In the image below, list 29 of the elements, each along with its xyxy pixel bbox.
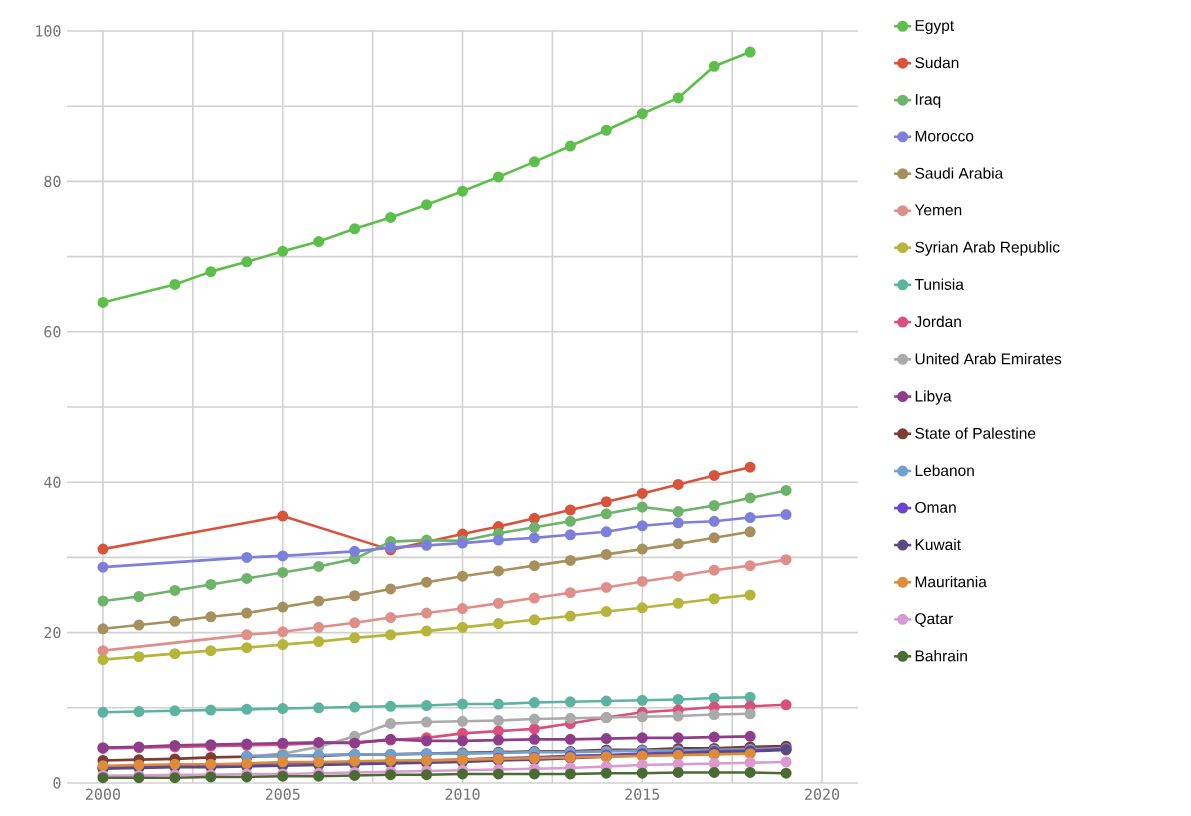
y-tick-label: 20 [44, 626, 61, 639]
legend-label: Mauritania [915, 575, 987, 588]
x-tick-label: 2000 [86, 788, 121, 800]
y-tick-label: 80 [44, 175, 61, 188]
x-tick-label: 2015 [625, 788, 660, 800]
y-tick-label: 100 [36, 25, 61, 37]
legend-label: Kuwait [915, 538, 961, 551]
legend-label: Iraq [915, 94, 941, 108]
x-tick-label: 2010 [445, 788, 480, 800]
legend-label: Saudi Arabia [915, 167, 1004, 179]
y-tick-label: 60 [44, 326, 61, 338]
legend-label: Lebanon [915, 464, 974, 477]
legend-label: Tunisia [914, 278, 964, 290]
legend-label: United Arab Emirates [915, 352, 1062, 365]
legend-label: Jordan [914, 315, 961, 328]
legend-label: Egypt [915, 20, 955, 35]
legend-label: Morocco [915, 130, 974, 142]
x-tick-label: 2005 [265, 788, 300, 800]
legend-label: Qatar [915, 613, 954, 627]
legend-label: Sudan [915, 56, 959, 69]
y-tick-label: 0 [53, 777, 61, 789]
y-tick-label: 40 [44, 476, 61, 488]
legend-label: Oman [915, 501, 956, 513]
legend-label: State of Palestine [915, 427, 1036, 439]
legend-label: Syrian Arab Republic [915, 241, 1060, 256]
legend-label: Libya [915, 390, 952, 405]
legend-label: Yemen [914, 204, 962, 216]
x-tick-label: 2020 [805, 788, 840, 800]
legend-label: Bahrain [915, 649, 967, 662]
